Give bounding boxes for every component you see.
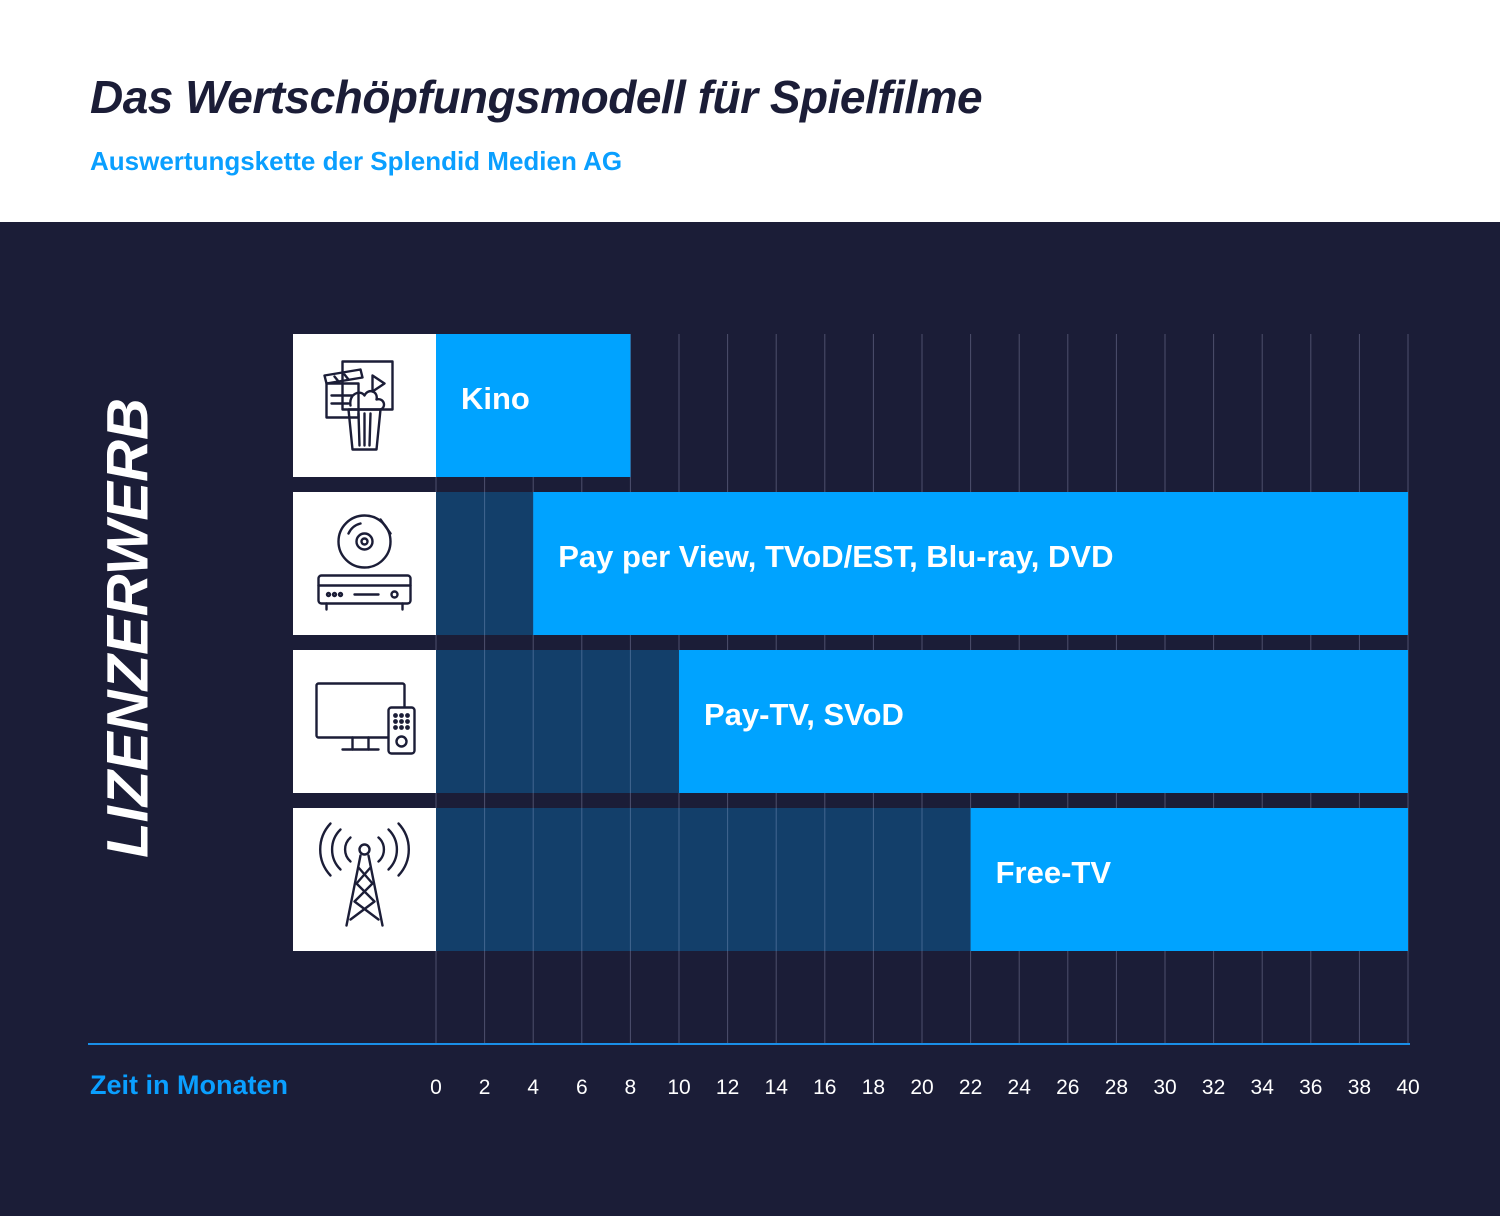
bar-label: Pay per View, TVoD/EST, Blu-ray, DVD	[558, 539, 1113, 574]
bar-label: Pay-TV, SVoD	[704, 697, 904, 732]
cinema-icon	[323, 360, 394, 451]
disc-player-icon	[317, 514, 412, 611]
bar-row: Pay per View, TVoD/EST, Blu-ray, DVD	[293, 492, 1408, 635]
icon-box	[293, 808, 436, 951]
x-tick-label: 10	[667, 1076, 690, 1099]
antenna-tower-icon	[319, 822, 410, 927]
x-tick-label: 18	[862, 1076, 885, 1099]
bar-row: Kino	[293, 334, 631, 477]
x-tick-label: 20	[910, 1076, 933, 1099]
x-tick-label: 8	[625, 1076, 637, 1099]
bar-label: Free-TV	[996, 855, 1112, 890]
chart-subtitle: Auswertungskette der Splendid Medien AG	[90, 146, 623, 176]
x-tick-label: 24	[1008, 1076, 1032, 1099]
bar-label: Kino	[461, 381, 530, 416]
x-axis-title: Zeit in Monaten	[90, 1070, 288, 1100]
x-tick-label: 32	[1202, 1076, 1225, 1099]
x-tick-label: 0	[430, 1076, 442, 1099]
bar-row: Pay-TV, SVoD	[293, 650, 1408, 793]
x-tick-label: 2	[479, 1076, 491, 1099]
y-axis-label: LIZENZERWERB	[95, 398, 161, 858]
x-tick-label: 34	[1251, 1076, 1275, 1099]
x-tick-label: 6	[576, 1076, 588, 1099]
tv-remote-icon	[315, 682, 416, 755]
icon-box	[293, 492, 436, 635]
icon-box	[293, 334, 436, 477]
x-tick-label: 16	[813, 1076, 836, 1099]
x-tick-label: 26	[1056, 1076, 1079, 1099]
header: Das Wertschöpfungsmodell für Spielfilme …	[0, 0, 1500, 222]
x-tick-label: 28	[1105, 1076, 1128, 1099]
bar	[436, 334, 631, 477]
x-tick-label: 38	[1348, 1076, 1371, 1099]
bar	[970, 808, 1408, 951]
x-tick-label: 12	[716, 1076, 739, 1099]
x-tick-label: 4	[527, 1076, 539, 1099]
chart-title: Das Wertschöpfungsmodell für Spielfilme	[90, 71, 983, 123]
x-tick-label: 30	[1153, 1076, 1176, 1099]
bar	[679, 650, 1408, 793]
x-tick-labels: 0 2 4 6 8 10 12 14 16 18 20 22 24 26 28 30 32 34 36 38 40	[430, 1076, 1420, 1099]
wait-bar	[436, 808, 971, 951]
x-tick-label: 36	[1299, 1076, 1322, 1099]
x-tick-label: 40	[1396, 1076, 1419, 1099]
x-tick-label: 14	[765, 1076, 789, 1099]
wait-bar	[436, 650, 679, 793]
x-tick-label: 22	[959, 1076, 982, 1099]
bar-row: Free-TV	[293, 808, 1408, 951]
bar	[533, 492, 1408, 635]
